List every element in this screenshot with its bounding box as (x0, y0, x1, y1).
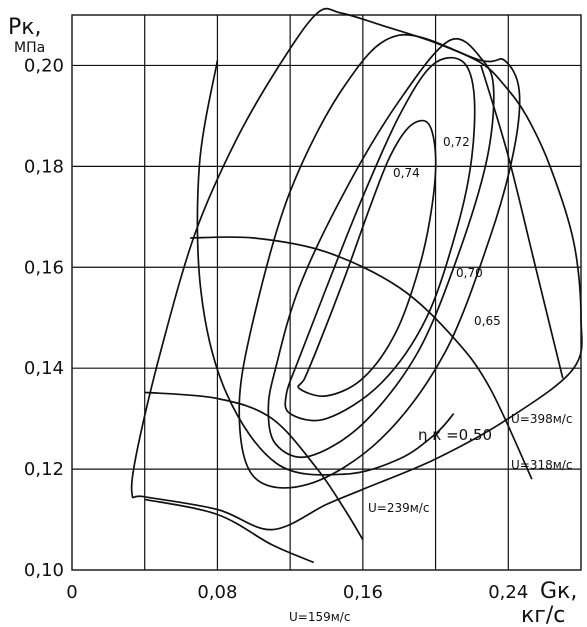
grid-layer (72, 15, 581, 570)
efficiency-contour-label: 0,70 (456, 266, 483, 280)
ticks-layer: 0 0,08 0,16 0,24 0,10 0,12 0,14 0,16 0,18 0,20 (24, 55, 528, 603)
y-tick-label: 0,18 (24, 156, 64, 177)
x-tick-label: 0,16 (343, 582, 383, 603)
x-axis-unit: кг/с (521, 603, 565, 627)
y-axis-unit: МПа (14, 40, 45, 56)
x-tick-label: 0,08 (197, 582, 237, 603)
efficiency-contour-0 (297, 119, 437, 398)
speed-line-1 (144, 391, 364, 541)
efficiency-contour-label: 0,74 (393, 166, 420, 180)
efficiency-contour-label: 0,72 (443, 135, 470, 149)
speed-line-label: U=239м/с (368, 501, 429, 515)
efficiency-contour-label: 0,65 (474, 314, 501, 328)
y-tick-label: 0,10 (24, 560, 64, 581)
x-axis-symbol: Gк, (540, 579, 577, 604)
y-tick-label: 0,12 (24, 459, 64, 480)
speed-line-2 (190, 236, 533, 480)
curves-layer (130, 7, 583, 564)
labels-layer: 0,74 0,72 0,70 0,65 η к =0,50 U=159м/с U=239м/… (289, 135, 572, 624)
efficiency-contour-4 (196, 60, 455, 476)
efficiency-contour-1 (284, 56, 476, 422)
speed-line-0 (144, 498, 315, 564)
surge-and-choke-boundary (130, 7, 583, 531)
y-tick-label: 0,16 (24, 257, 64, 278)
speed-line-label: U=159м/с (289, 610, 350, 624)
x-tick-label: 0 (66, 582, 77, 603)
efficiency-contour-label: η к =0,50 (418, 426, 492, 444)
speed-line-label: U=398м/с (511, 412, 572, 426)
y-tick-label: 0,14 (24, 358, 64, 379)
y-axis-symbol: Pк, (8, 15, 42, 40)
y-tick-label: 0,20 (24, 55, 64, 76)
speed-line-label: U=318м/с (511, 458, 572, 472)
speed-line-3 (480, 65, 564, 379)
plot-frame (71, 14, 582, 571)
efficiency-contour-3 (238, 33, 521, 489)
x-tick-label: 0,24 (488, 582, 528, 603)
efficiency-contour-2 (267, 37, 495, 459)
